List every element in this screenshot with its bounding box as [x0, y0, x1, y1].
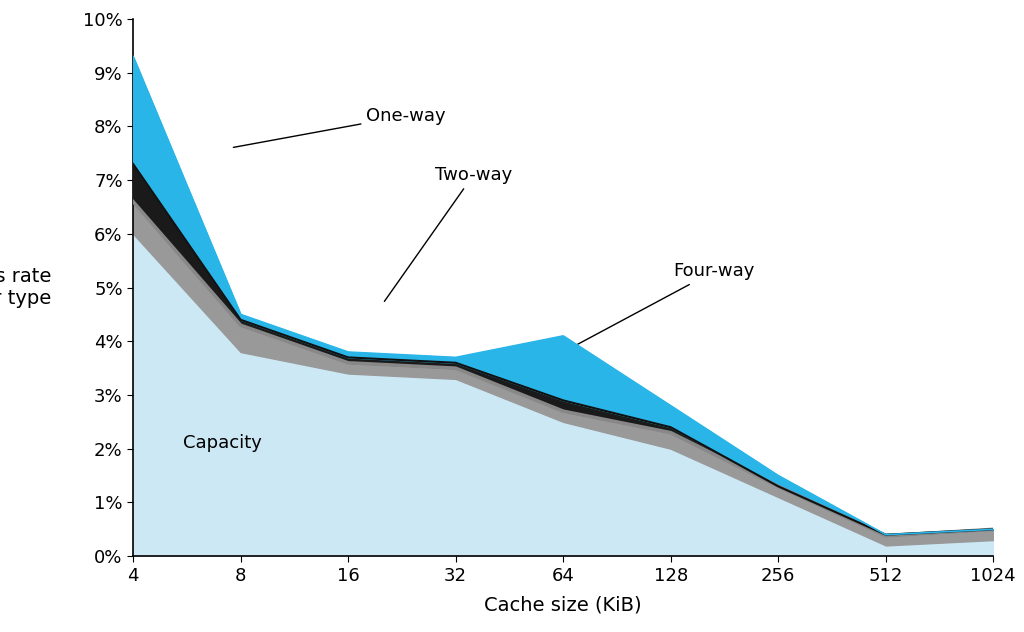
Text: Capacity: Capacity [182, 434, 261, 453]
Text: Two-way: Two-way [384, 166, 512, 301]
Y-axis label: Miss rate
per type: Miss rate per type [0, 267, 51, 308]
Text: One-way: One-way [233, 107, 446, 147]
X-axis label: Cache size (KiB): Cache size (KiB) [484, 596, 642, 615]
Text: Four-way: Four-way [565, 262, 755, 351]
